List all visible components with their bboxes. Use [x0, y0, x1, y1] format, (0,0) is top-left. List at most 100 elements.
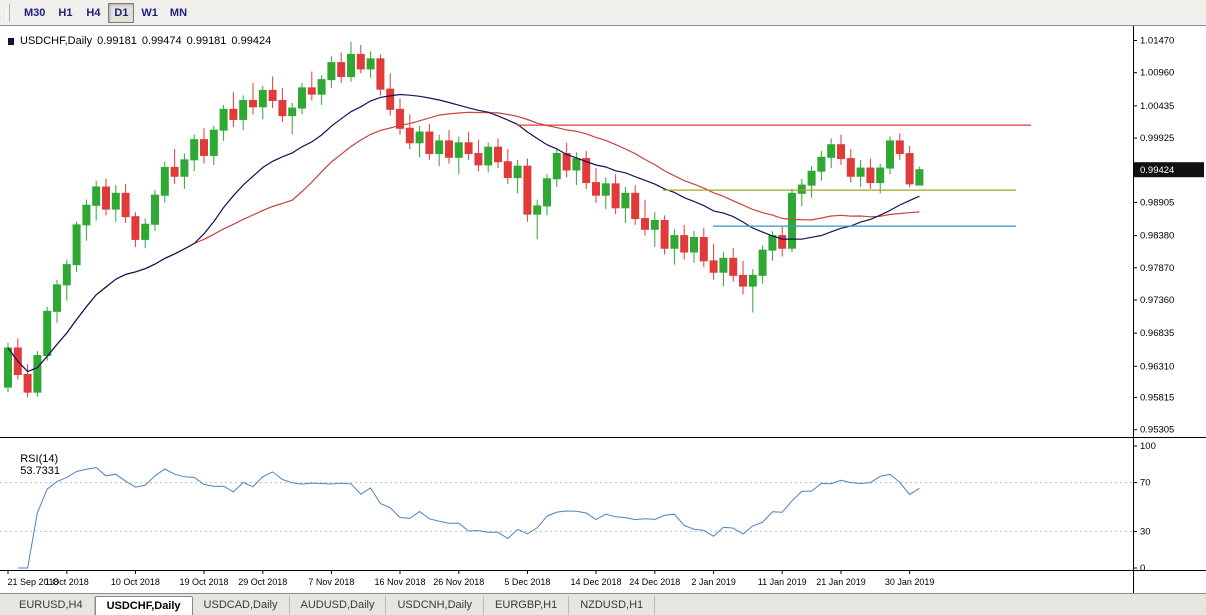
candle	[415, 125, 424, 158]
svg-text:26 Nov 2018: 26 Nov 2018	[433, 577, 484, 587]
candle	[484, 142, 493, 173]
tab-usdcad-daily[interactable]: USDCAD,Daily	[193, 596, 290, 615]
candle	[650, 212, 659, 247]
candle	[386, 73, 395, 116]
timeframe-button-h4[interactable]: H4	[80, 3, 106, 23]
timeframe-button-mn[interactable]: MN	[165, 3, 192, 23]
svg-text:0.96835: 0.96835	[1140, 328, 1174, 339]
svg-text:24 Dec 2018: 24 Dec 2018	[629, 577, 680, 587]
candle	[788, 188, 796, 253]
candle	[190, 134, 199, 172]
timeframe-button-d1[interactable]: D1	[108, 2, 135, 23]
candle	[837, 134, 845, 165]
candle	[739, 260, 747, 295]
timeframe-toolbar: M30 H1 H4 D1 W1 MN	[0, 0, 1206, 26]
candle	[278, 87, 287, 122]
current-price-badge: 0.99424	[1134, 162, 1204, 178]
candle	[827, 138, 836, 169]
candle	[611, 174, 620, 215]
candle	[200, 128, 208, 164]
candle	[239, 95, 248, 131]
tab-usdchf-daily[interactable]: USDCHF,Daily	[94, 596, 193, 615]
svg-text:21 Jan 2019: 21 Jan 2019	[816, 577, 866, 587]
svg-text:29 Oct 2018: 29 Oct 2018	[238, 577, 287, 587]
timeframe-button-m30[interactable]: M30	[19, 3, 50, 23]
candle	[729, 248, 738, 282]
candle	[915, 166, 924, 186]
tab-eurgbp-h1[interactable]: EURGBP,H1	[484, 596, 570, 615]
svg-text:10 Oct 2018: 10 Oct 2018	[111, 577, 160, 587]
rsi-value: 53.7331	[20, 465, 60, 477]
candle	[807, 166, 816, 198]
candle	[209, 125, 218, 165]
candle	[582, 151, 591, 189]
candle	[141, 218, 150, 249]
candle	[621, 186, 630, 223]
candle	[817, 151, 826, 181]
svg-text:0.96310: 0.96310	[1140, 361, 1174, 372]
rsi-axis: 100 70 30 0	[1133, 441, 1156, 574]
svg-text:14 Dec 2018: 14 Dec 2018	[570, 577, 621, 587]
candle	[33, 351, 42, 397]
candle	[503, 149, 512, 184]
candle	[454, 136, 463, 175]
tab-usdcnh-daily[interactable]: USDCNH,Daily	[386, 596, 485, 615]
chart-tabs: EURUSD,H4 USDCHF,Daily USDCAD,Daily AUDUSD,…	[0, 593, 1206, 615]
candle	[905, 145, 914, 187]
candle	[131, 212, 140, 247]
candle	[690, 231, 698, 263]
candle	[513, 159, 522, 194]
candle	[337, 52, 346, 83]
candle	[151, 190, 159, 232]
svg-text:0.98380: 0.98380	[1140, 231, 1174, 242]
svg-text:11 Jan 2019: 11 Jan 2019	[758, 577, 807, 587]
price-chart: 1.01470 1.00960 1.00435 0.99925 0.98905 0.983…	[0, 26, 1206, 593]
timeframe-button-w1[interactable]: W1	[136, 3, 163, 23]
tab-nzdusd-h1[interactable]: NZDUSD,H1	[569, 596, 656, 615]
candle	[523, 158, 532, 222]
candle	[680, 224, 689, 260]
ohlc-high: 0.99474	[141, 35, 182, 47]
candle	[170, 149, 179, 184]
svg-text:0.98905: 0.98905	[1140, 197, 1174, 208]
candle	[435, 134, 444, 167]
svg-text:2 Jan 2019: 2 Jan 2019	[691, 577, 736, 587]
candle	[866, 158, 875, 189]
toolbar-grip[interactable]	[6, 3, 10, 22]
timeframe-button-h1[interactable]: H1	[52, 3, 78, 23]
candle	[111, 185, 120, 222]
candle	[856, 159, 865, 187]
candle	[23, 364, 32, 398]
svg-text:7 Nov 2018: 7 Nov 2018	[308, 577, 354, 587]
svg-text:30 Jan 2019: 30 Jan 2019	[885, 577, 935, 587]
candle	[356, 44, 365, 74]
candle	[562, 142, 571, 178]
candle	[895, 133, 904, 160]
ohlc-close: 0.99424	[231, 35, 272, 47]
tab-eurusd-h4[interactable]: EURUSD,H4	[8, 596, 95, 615]
svg-text:0.95305: 0.95305	[1140, 425, 1174, 436]
candle	[631, 185, 640, 225]
svg-text:0.97870: 0.97870	[1140, 263, 1174, 274]
candle	[709, 243, 718, 280]
candle	[62, 259, 71, 301]
rsi-indicator-label: RSI(14) 53.7331	[8, 441, 65, 489]
candle	[258, 85, 267, 120]
svg-text:0: 0	[1140, 563, 1145, 574]
candle	[249, 82, 257, 115]
candle	[102, 178, 110, 216]
tab-audusd-daily[interactable]: AUDUSD,Daily	[290, 596, 387, 615]
candle	[719, 252, 728, 287]
svg-text:0.95815: 0.95815	[1140, 393, 1174, 404]
chart-marker-icon	[8, 37, 14, 45]
candle	[307, 71, 316, 101]
candle	[494, 138, 502, 169]
svg-text:1 Oct 2018: 1 Oct 2018	[45, 577, 89, 587]
candle	[219, 104, 228, 141]
chart-window: 1.01470 1.00960 1.00435 0.99925 0.98905 0.983…	[0, 26, 1206, 593]
rsi-name: RSI(14)	[20, 453, 59, 465]
candle	[160, 161, 169, 203]
candle	[121, 183, 130, 223]
candle	[229, 92, 238, 128]
